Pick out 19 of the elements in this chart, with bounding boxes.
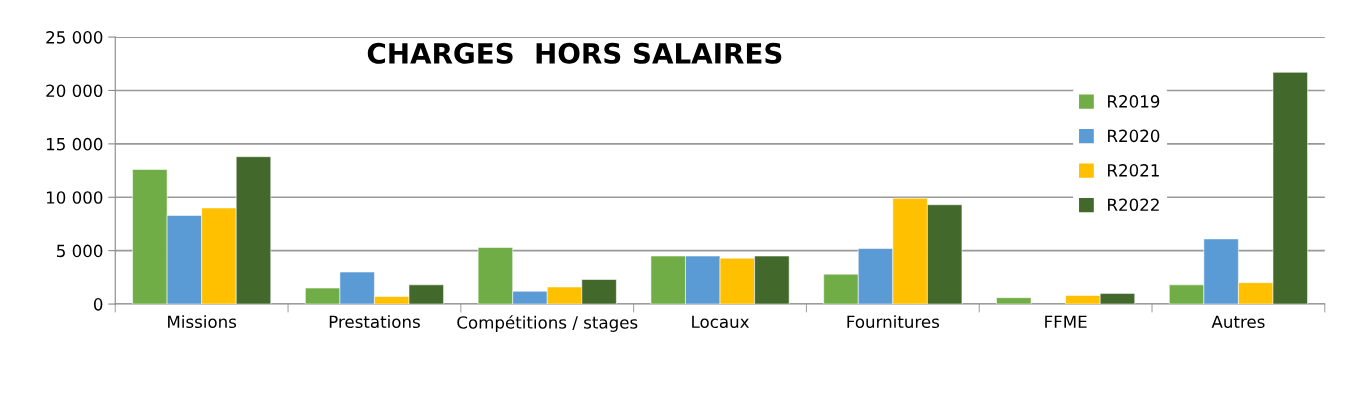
x-tick-label: Missions [168, 315, 237, 329]
x-tick-label: Prestations [329, 315, 420, 329]
legend-label: R2019 [1108, 95, 1160, 108]
x-tick-label: Autres [1211, 315, 1265, 329]
y-tick-label: 15 000 [46, 137, 103, 151]
y-tick-label: 20 000 [46, 84, 103, 98]
bar [996, 297, 1032, 305]
x-tick-label: FFME [1045, 315, 1087, 328]
y-tick-label: 0 [93, 298, 103, 311]
x-tick-label: Compétitions / stages [457, 315, 638, 332]
legend-label: R2021 [1108, 164, 1159, 177]
y-tick-label: 5 000 [57, 244, 103, 258]
y-tick-label: 25 000 [46, 31, 103, 44]
chart-title: CHARGES HORS SALAIRES [367, 42, 782, 64]
x-tick-label: Locaux [692, 315, 749, 329]
legend-label: R2020 [1108, 129, 1160, 143]
legend-label: R2022 [1108, 198, 1159, 212]
y-tick-label: 10 000 [46, 191, 103, 204]
x-tick-label: Fournitures [847, 315, 940, 329]
